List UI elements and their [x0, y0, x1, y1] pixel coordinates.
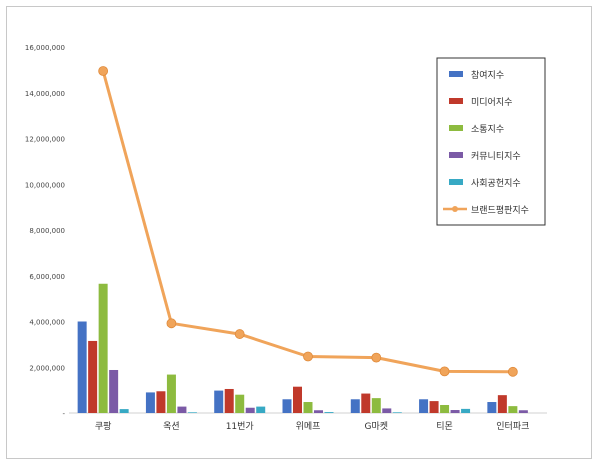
- y-tick-label: 10,000,000: [25, 181, 65, 189]
- line-point: [166, 318, 177, 329]
- bar: [518, 410, 528, 413]
- legend-label: 사회공헌지수: [471, 178, 521, 189]
- legend-label: 브랜드평판지수: [471, 205, 529, 216]
- legend-label: 미디어지수: [471, 97, 512, 108]
- line-point: [98, 66, 109, 76]
- bar: [314, 410, 323, 413]
- bar: [224, 388, 234, 413]
- bar: [156, 391, 166, 413]
- bar: [429, 401, 439, 413]
- line-point: [234, 329, 245, 339]
- bar: [324, 412, 334, 413]
- bar: [303, 402, 313, 413]
- y-tick-label: 14,000,000: [25, 90, 65, 98]
- bar: [450, 410, 460, 413]
- y-tick-label: -: [62, 410, 65, 418]
- line-point: [507, 366, 518, 377]
- bar: [508, 406, 518, 413]
- x-tick-label: 옥션: [163, 421, 180, 432]
- bar: [382, 408, 392, 413]
- bar: [461, 408, 471, 413]
- y-tick-label: 6,000,000: [29, 273, 65, 281]
- bar: [145, 392, 155, 413]
- bar: [177, 406, 187, 413]
- bar: [235, 394, 245, 413]
- y-tick-label: 2,000,000: [29, 364, 65, 372]
- bar: [256, 406, 266, 413]
- bar: [487, 402, 497, 413]
- bar: [119, 409, 129, 413]
- bar: [282, 399, 292, 413]
- y-tick-label: 12,000,000: [25, 136, 65, 144]
- bar: [214, 390, 224, 413]
- line-point: [439, 366, 450, 377]
- x-tick-label: 쿠팡: [95, 421, 112, 432]
- bar: [166, 374, 176, 413]
- bar-series: [77, 283, 528, 413]
- legend-swatch: [449, 98, 463, 104]
- legend-swatch: [449, 71, 463, 77]
- brand-reputation-chart: - 2,000,000 4,000,000 6,000,000 8,000,000 10,…: [25, 44, 547, 432]
- y-axis: - 2,000,000 4,000,000 6,000,000 8,000,000 10,…: [25, 44, 66, 418]
- chart-frame: - 2,000,000 4,000,000 6,000,000 8,000,000 10,…: [6, 6, 592, 459]
- x-tick-label: G마켓: [365, 421, 389, 432]
- y-tick-label: 8,000,000: [29, 227, 65, 235]
- bar: [245, 407, 255, 413]
- legend-swatch-marker: [452, 206, 458, 212]
- y-tick-label: 16,000,000: [25, 44, 65, 52]
- x-tick-label: 11번가: [226, 421, 254, 432]
- legend-swatch: [449, 125, 463, 131]
- bar: [440, 404, 450, 413]
- bar: [187, 412, 197, 413]
- bar: [88, 340, 98, 413]
- x-tick-label: 위메프: [296, 421, 321, 432]
- line-point: [303, 351, 313, 362]
- legend-swatch: [449, 179, 463, 185]
- legend-label: 참여지수: [471, 69, 504, 81]
- line-series: [98, 66, 518, 377]
- bar: [371, 398, 381, 413]
- y-tick-label: 4,000,000: [29, 319, 65, 327]
- legend-label: 소통지수: [471, 124, 504, 135]
- line-point: [371, 352, 382, 363]
- x-tick-label: 티몬: [436, 421, 453, 432]
- legend-label: 커뮤니티지수: [471, 151, 521, 162]
- x-tick-label: 인터파크: [496, 421, 529, 432]
- x-axis: 쿠팡 옥션 11번가 위메프 G마켓 티몬 인터파크: [69, 412, 547, 432]
- bar: [419, 399, 429, 413]
- bar: [497, 395, 507, 413]
- bar: [77, 321, 87, 413]
- legend-swatch: [449, 152, 463, 158]
- legend-box: [436, 57, 546, 226]
- bar: [98, 283, 108, 413]
- bar: [361, 393, 371, 413]
- bar: [350, 399, 360, 413]
- bar: [392, 412, 402, 413]
- bar: [109, 369, 119, 413]
- bar: [293, 386, 302, 413]
